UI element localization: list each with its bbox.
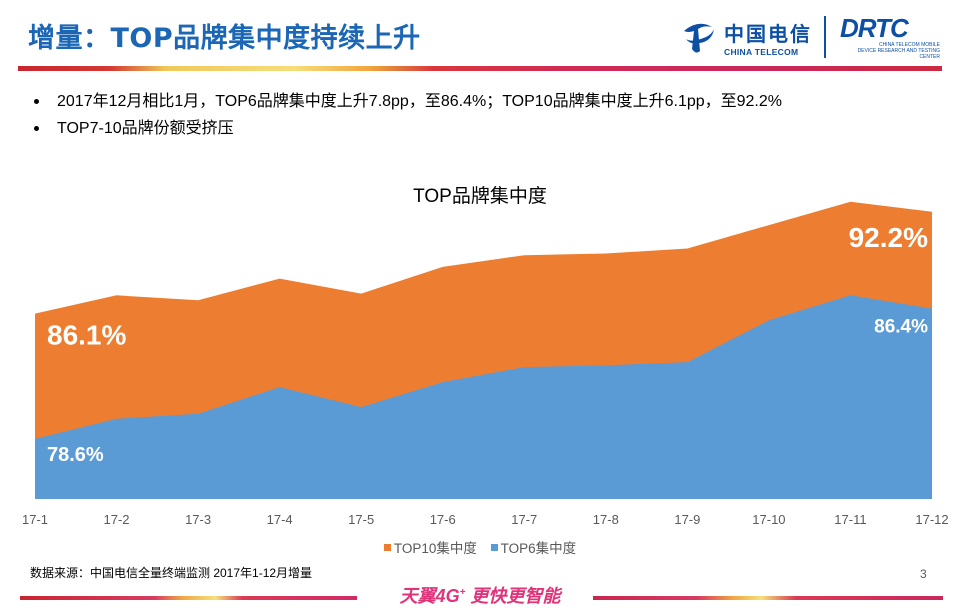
chart-title: TOP品牌集中度 [413, 186, 547, 207]
footer-divider-left [20, 596, 357, 600]
logo-ct-en: CHINA TELECOM [724, 46, 799, 57]
x-tick-label: 17-10 [752, 512, 785, 527]
bullet-item: 2017年12月相比1月，TOP6品牌集中度上升7.8pp，至86.4%；TOP… [30, 88, 782, 115]
data-label-top10-17-12: 92.2% [849, 222, 928, 253]
x-tick-label: 17-2 [104, 512, 130, 527]
china-telecom-logo: 中国电信 CHINA TELECOM [678, 14, 812, 60]
bullet-dot-icon [34, 99, 39, 104]
x-tick-label: 17-7 [511, 512, 537, 527]
data-labels: 86.1% 78.6% 92.2% 86.4% [47, 222, 928, 466]
legend-item-top10: TOP10集中度 [383, 537, 477, 557]
bullet-dot-icon [34, 126, 39, 131]
slogan-tail: 更快更智能 [465, 586, 561, 606]
x-tick-label: 17-3 [185, 512, 211, 527]
logo-drtc-sub1: CHINA TELECOM MOBILE [878, 42, 940, 48]
header-divider [18, 66, 942, 71]
chart-areas [35, 201, 932, 499]
x-tick-label: 17-1 [22, 512, 48, 527]
slogan-main: 天翼4G [399, 586, 460, 606]
page-title: 增量：TOP品牌集中度持续上升 [28, 23, 421, 54]
slogan-sup: + [459, 587, 466, 598]
page-number: 3 [920, 567, 927, 581]
legend-label-top10: TOP10集中度 [393, 541, 477, 556]
slogan: 天翼4G+ 更快更智能 [0, 582, 960, 608]
bullet-item: TOP7-10品牌份额受挤压 [30, 115, 782, 142]
drtc-logo: DRTC CHINA TELECOM MOBILE DEVICE RESEARC… [840, 14, 950, 60]
data-label-top6-17-1: 78.6% [47, 444, 104, 466]
logo-ct-cn: 中国电信 [724, 21, 812, 46]
x-axis-ticks: 17-1 17-2 17-3 17-4 17-5 17-6 17-7 17-8 17-9 17-1… [22, 512, 949, 527]
x-tick-label: 17-9 [674, 512, 700, 527]
legend-label-top6: TOP6集中度 [500, 541, 577, 556]
logo-drtc-text: DRTC [840, 13, 909, 43]
data-source-note: 数据来源：中国电信全量终端监测 2017年1-12月增量 [30, 566, 313, 580]
data-label-top6-17-12: 86.4% [874, 317, 928, 338]
summary-bullets: 2017年12月相比1月，TOP6品牌集中度上升7.8pp，至86.4%；TOP… [30, 88, 782, 142]
footer-divider-right [593, 596, 943, 600]
bullet-text: 2017年12月相比1月，TOP6品牌集中度上升7.8pp，至86.4%；TOP… [57, 93, 783, 110]
chart-legend: TOP10集中度 TOP6集中度 [0, 537, 960, 557]
x-tick-label: 17-4 [267, 512, 293, 527]
legend-item-top6: TOP6集中度 [490, 537, 577, 557]
x-tick-label: 17-8 [593, 512, 619, 527]
china-telecom-emblem-icon [684, 23, 714, 53]
legend-swatch-top10 [383, 543, 391, 551]
logo-divider [824, 16, 826, 58]
bullet-text: TOP7-10品牌份额受挤压 [57, 120, 234, 137]
logo-drtc-sub2: DEVICE RESEARCH AND TESTING CENTER [857, 48, 940, 60]
x-tick-label: 17-11 [834, 512, 866, 527]
data-label-top10-17-1: 86.1% [47, 320, 126, 351]
legend-swatch-top6 [490, 543, 498, 551]
x-tick-label: 17-12 [915, 512, 948, 527]
x-tick-label: 17-5 [348, 512, 374, 527]
area-series-top6 [35, 295, 932, 499]
x-tick-label: 17-6 [430, 512, 456, 527]
